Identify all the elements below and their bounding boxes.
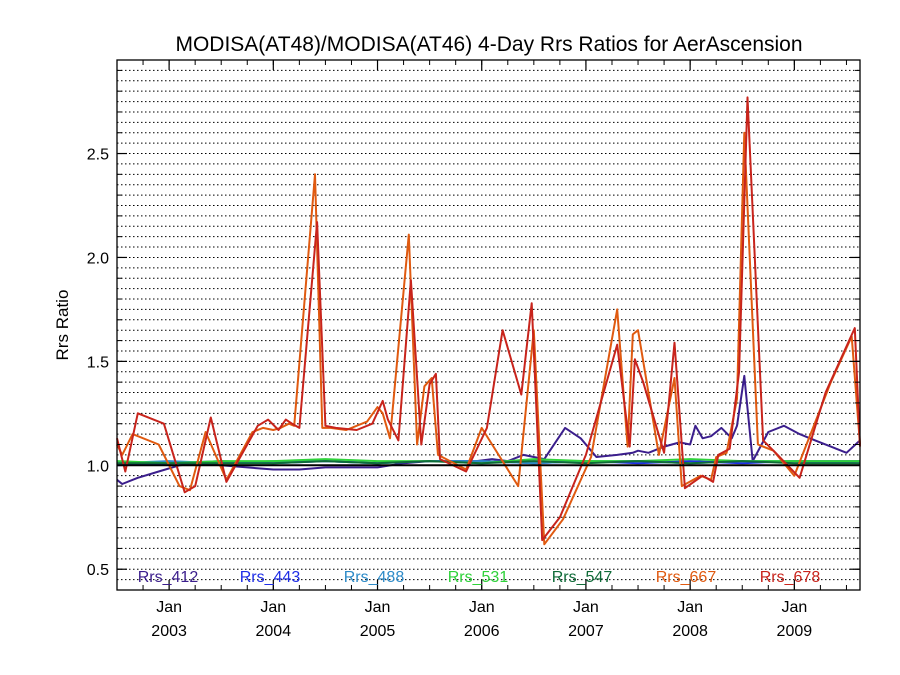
series-line-rrs-547 xyxy=(117,460,860,465)
y-tick-label: 1.0 xyxy=(87,458,109,475)
x-tick-label-year: 2009 xyxy=(777,623,813,640)
series-line-rrs-667 xyxy=(116,131,861,546)
x-tick-label-month: Jan xyxy=(365,599,391,616)
y-tick-label: 0.5 xyxy=(87,562,109,579)
x-tick-label-month: Jan xyxy=(156,599,182,616)
x-tick-label-month: Jan xyxy=(260,599,286,616)
legend-label-rrs-412: Rrs_412 xyxy=(138,569,199,586)
legend: Rrs_412 Rrs_443 Rrs_488 Rrs_531 Rrs_547 Rrs_6… xyxy=(138,569,821,586)
x-tick-label-year: 2006 xyxy=(464,623,500,640)
x-tick-label-month: Jan xyxy=(677,599,703,616)
x-tick-label-year: 2008 xyxy=(672,623,708,640)
x-tick-label-year: 2004 xyxy=(256,623,292,640)
x-tick-label-year: 2007 xyxy=(568,623,604,640)
x-tick-label-month: Jan xyxy=(781,599,807,616)
x-tick-label-year: 2003 xyxy=(151,623,187,640)
series-layer xyxy=(116,96,861,546)
legend-label-rrs-667: Rrs_667 xyxy=(656,569,717,586)
plot-frame xyxy=(116,59,861,591)
axes: 0.5 1.0 1.5 2.0 2.5 Jan 2003 Jan 2004 Jan 2005 Jan 2… xyxy=(87,60,860,640)
legend-label-rrs-531: Rrs_531 xyxy=(448,569,509,586)
y-axis-label: Rrs Ratio xyxy=(53,290,72,361)
legend-label-rrs-488: Rrs_488 xyxy=(344,569,405,586)
legend-label-rrs-443: Rrs_443 xyxy=(240,569,301,586)
series-line-rrs-678 xyxy=(116,96,861,542)
y-tick-label: 2.0 xyxy=(87,250,109,267)
y-tick-label: 2.5 xyxy=(87,147,109,164)
x-tick-label-month: Jan xyxy=(469,599,495,616)
series-line-rrs-412 xyxy=(116,374,861,485)
legend-label-rrs-547: Rrs_547 xyxy=(552,569,613,586)
legend-label-rrs-678: Rrs_678 xyxy=(760,569,821,586)
x-tick-label-year: 2005 xyxy=(360,623,396,640)
y-tick-label: 1.5 xyxy=(87,354,109,371)
chart-title: MODISA(AT48)/MODISA(AT46) 4-Day Rrs Rati… xyxy=(175,33,802,56)
x-tick-label-month: Jan xyxy=(573,599,599,616)
grid-lines xyxy=(117,69,860,581)
